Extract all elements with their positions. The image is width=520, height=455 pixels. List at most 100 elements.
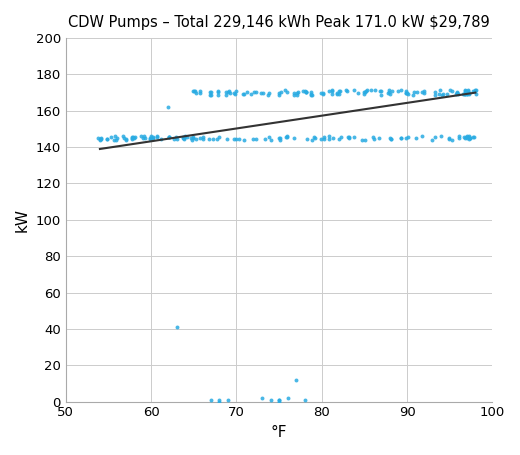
Point [215, 398, 224, 405]
Point [385, 87, 394, 94]
Point [319, 90, 327, 97]
Point [465, 134, 474, 142]
Point [371, 86, 380, 94]
Point [290, 134, 298, 142]
Point [464, 88, 473, 95]
Point [413, 89, 421, 96]
Point [463, 135, 472, 142]
Point [213, 136, 222, 143]
Point [164, 133, 173, 140]
Point [460, 91, 468, 98]
Point [302, 88, 310, 96]
Point [333, 91, 341, 98]
Point [472, 91, 480, 98]
Point [235, 135, 243, 142]
Point [324, 136, 333, 143]
Point [281, 86, 290, 94]
Point [283, 133, 291, 141]
Point [388, 87, 396, 95]
Point [205, 135, 213, 142]
Point [461, 90, 469, 97]
Point [310, 133, 318, 141]
Point [230, 90, 238, 97]
Point [328, 88, 336, 95]
Point [335, 88, 344, 95]
Point [317, 136, 325, 143]
Point [119, 133, 127, 140]
Point [206, 91, 214, 98]
Point [146, 135, 154, 142]
Point [214, 87, 223, 95]
Point [384, 89, 393, 96]
Point [471, 87, 479, 95]
Point [396, 134, 405, 141]
Point [329, 134, 337, 142]
Point [138, 134, 147, 142]
Point [252, 135, 260, 142]
Point [465, 133, 473, 140]
Point [275, 91, 283, 98]
Point [149, 133, 157, 141]
Point [189, 134, 197, 142]
Title: CDW Pumps – Total 229,146 kWh Peak 171.0 kW $29,789: CDW Pumps – Total 229,146 kWh Peak 171.0… [68, 15, 490, 30]
Point [149, 134, 158, 142]
Point [222, 88, 230, 96]
Point [290, 90, 298, 97]
Point [113, 135, 121, 142]
Point [345, 133, 354, 141]
Point [435, 91, 444, 98]
Point [360, 88, 369, 96]
Point [207, 91, 215, 99]
Point [224, 396, 232, 404]
Point [361, 136, 369, 143]
Point [462, 88, 470, 96]
Point [96, 136, 104, 143]
Point [394, 87, 402, 95]
Point [445, 135, 453, 142]
Point [283, 133, 292, 140]
Point [111, 136, 120, 143]
Point [402, 89, 410, 96]
Point [302, 88, 310, 96]
Point [171, 135, 179, 142]
Point [463, 88, 472, 96]
Point [469, 134, 477, 141]
Point [302, 89, 310, 96]
Point [464, 91, 473, 98]
Point [292, 376, 301, 384]
Point [350, 133, 358, 140]
Point [140, 133, 148, 140]
Point [418, 89, 426, 96]
Point [192, 135, 200, 142]
Point [464, 86, 473, 94]
Point [173, 135, 181, 142]
Y-axis label: kW: kW [15, 208, 30, 232]
Point [226, 89, 235, 96]
Point [196, 87, 204, 94]
Point [420, 89, 428, 96]
Point [308, 136, 317, 143]
Point [96, 135, 104, 142]
Point [250, 88, 258, 96]
Point [223, 136, 231, 143]
Point [137, 133, 145, 140]
Point [324, 88, 333, 95]
Point [463, 90, 471, 97]
Point [258, 90, 267, 97]
Point [264, 91, 272, 98]
Point [215, 396, 224, 404]
Point [461, 87, 469, 94]
Point [462, 88, 470, 95]
Point [97, 134, 106, 142]
Point [328, 90, 336, 97]
Point [343, 87, 352, 95]
Point [360, 90, 368, 97]
Point [275, 134, 283, 142]
Point [471, 86, 479, 94]
Point [463, 133, 472, 141]
Point [165, 133, 173, 140]
Point [403, 90, 411, 97]
Point [472, 87, 480, 94]
Point [453, 90, 461, 97]
Point [180, 134, 188, 142]
